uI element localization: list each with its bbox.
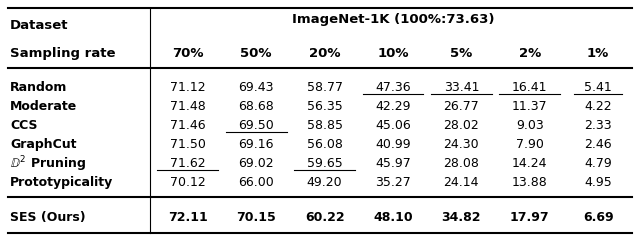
Text: 45.06: 45.06 <box>375 119 411 132</box>
Text: 60.22: 60.22 <box>305 211 344 224</box>
Text: Moderate: Moderate <box>10 100 77 113</box>
Text: 66.00: 66.00 <box>238 176 274 189</box>
Text: 11.37: 11.37 <box>512 100 548 113</box>
Text: 4.79: 4.79 <box>584 157 612 170</box>
Text: Prototypicality: Prototypicality <box>10 176 113 189</box>
Text: 7.90: 7.90 <box>516 138 543 151</box>
Text: 69.43: 69.43 <box>239 81 274 94</box>
Text: 69.50: 69.50 <box>238 119 274 132</box>
Text: 47.36: 47.36 <box>375 81 411 94</box>
Text: 34.82: 34.82 <box>442 211 481 224</box>
Text: 56.08: 56.08 <box>307 138 342 151</box>
Text: 42.29: 42.29 <box>375 100 411 113</box>
Text: Random: Random <box>10 81 68 94</box>
Text: 24.30: 24.30 <box>444 138 479 151</box>
Text: 6.69: 6.69 <box>583 211 613 224</box>
Text: 58.77: 58.77 <box>307 81 342 94</box>
Text: 2.33: 2.33 <box>584 119 612 132</box>
Text: 1%: 1% <box>587 47 609 60</box>
Text: 71.46: 71.46 <box>170 119 205 132</box>
Text: 70%: 70% <box>172 47 204 60</box>
Text: 26.77: 26.77 <box>444 100 479 113</box>
Text: 70.12: 70.12 <box>170 176 205 189</box>
Text: 24.14: 24.14 <box>444 176 479 189</box>
Text: Sampling rate: Sampling rate <box>10 47 116 60</box>
Text: 5%: 5% <box>450 47 472 60</box>
Text: 13.88: 13.88 <box>512 176 548 189</box>
Text: 71.48: 71.48 <box>170 100 205 113</box>
Text: 48.10: 48.10 <box>373 211 413 224</box>
Text: Dataset: Dataset <box>10 19 68 32</box>
Text: 20%: 20% <box>309 47 340 60</box>
Text: ImageNet-1K (100%:73.63): ImageNet-1K (100%:73.63) <box>292 13 494 26</box>
Text: 2%: 2% <box>518 47 541 60</box>
Text: $\mathbb{D}^2$ Pruning: $\mathbb{D}^2$ Pruning <box>10 154 86 174</box>
Text: 33.41: 33.41 <box>444 81 479 94</box>
Text: SES (Ours): SES (Ours) <box>10 211 86 224</box>
Text: 40.99: 40.99 <box>375 138 411 151</box>
Text: 71.12: 71.12 <box>170 81 205 94</box>
Text: 4.95: 4.95 <box>584 176 612 189</box>
Text: 59.65: 59.65 <box>307 157 342 170</box>
Text: 2.46: 2.46 <box>584 138 612 151</box>
Text: 45.97: 45.97 <box>375 157 411 170</box>
Text: 9.03: 9.03 <box>516 119 543 132</box>
Text: 5.41: 5.41 <box>584 81 612 94</box>
Text: 17.97: 17.97 <box>510 211 550 224</box>
Text: 28.02: 28.02 <box>444 119 479 132</box>
Text: 58.85: 58.85 <box>307 119 342 132</box>
Text: 71.62: 71.62 <box>170 157 205 170</box>
Text: 10%: 10% <box>377 47 409 60</box>
Text: 72.11: 72.11 <box>168 211 207 224</box>
Text: 35.27: 35.27 <box>375 176 411 189</box>
Text: GraphCut: GraphCut <box>10 138 77 151</box>
Text: 16.41: 16.41 <box>512 81 547 94</box>
Text: 14.24: 14.24 <box>512 157 547 170</box>
Text: 4.22: 4.22 <box>584 100 612 113</box>
Text: 28.08: 28.08 <box>444 157 479 170</box>
Text: 71.50: 71.50 <box>170 138 205 151</box>
Text: 50%: 50% <box>241 47 272 60</box>
Text: CCS: CCS <box>10 119 38 132</box>
Text: 69.16: 69.16 <box>239 138 274 151</box>
Text: 49.20: 49.20 <box>307 176 342 189</box>
Text: 70.15: 70.15 <box>236 211 276 224</box>
Text: 68.68: 68.68 <box>238 100 274 113</box>
Text: 69.02: 69.02 <box>238 157 274 170</box>
Text: 56.35: 56.35 <box>307 100 342 113</box>
